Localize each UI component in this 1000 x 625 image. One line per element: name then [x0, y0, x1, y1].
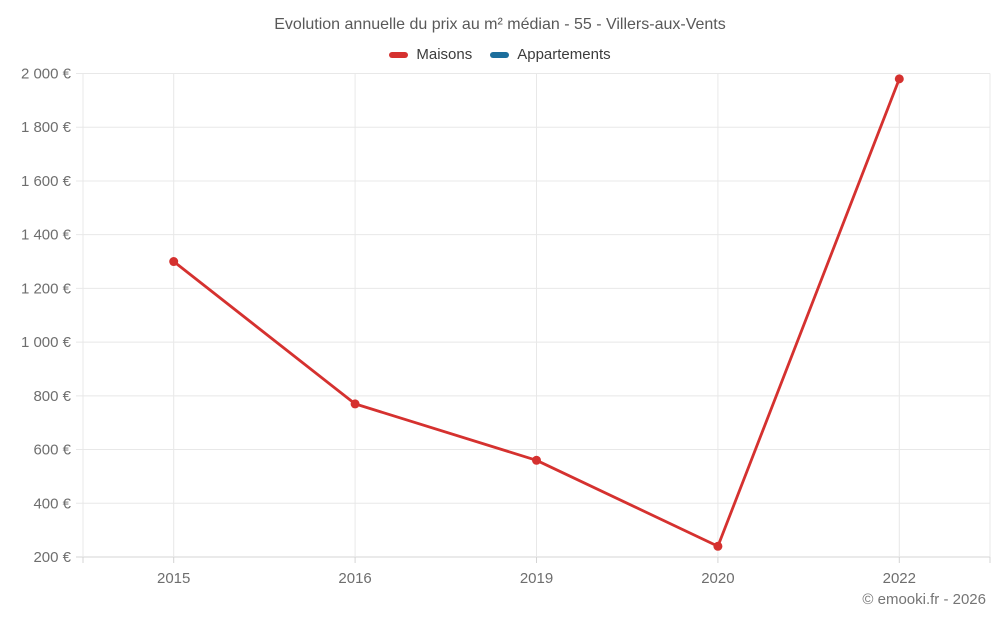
y-axis-label: 2 000 €	[21, 66, 72, 83]
x-axis-label: 2020	[701, 570, 734, 587]
y-axis-label: 1 600 €	[21, 173, 72, 190]
data-point	[350, 399, 360, 409]
data-point	[169, 257, 179, 267]
y-axis-label: 600 €	[33, 442, 71, 459]
y-axis-label: 800 €	[33, 388, 71, 405]
appartements-swatch-icon	[490, 51, 510, 58]
data-point	[713, 541, 723, 551]
y-axis-label: 400 €	[33, 495, 71, 512]
x-axis-label: 2015	[157, 570, 190, 587]
data-point	[894, 74, 904, 84]
legend-item-appartements[interactable]: Appartements	[490, 46, 611, 63]
legend-item-maisons[interactable]: Maisons	[389, 46, 472, 63]
maisons-swatch-icon	[389, 51, 409, 58]
copyright-footer: © emooki.fr - 2026	[862, 591, 986, 608]
chart-title: Evolution annuelle du prix au m² médian …	[274, 16, 726, 33]
legend-label-appartements: Appartements	[517, 46, 611, 63]
y-axis-label: 200 €	[33, 549, 71, 566]
x-axis-label: 2019	[520, 570, 553, 587]
legend: Maisons Appartements	[0, 46, 1000, 63]
x-axis-label: 2016	[338, 570, 371, 587]
y-axis-label: 1 400 €	[21, 227, 72, 244]
data-point	[532, 455, 541, 465]
y-axis-label: 1 000 €	[21, 334, 72, 351]
y-axis-label: 1 200 €	[21, 280, 72, 297]
y-axis-label: 1 800 €	[21, 119, 72, 136]
x-axis-label: 2022	[883, 570, 916, 587]
legend-label-maisons: Maisons	[416, 46, 473, 63]
